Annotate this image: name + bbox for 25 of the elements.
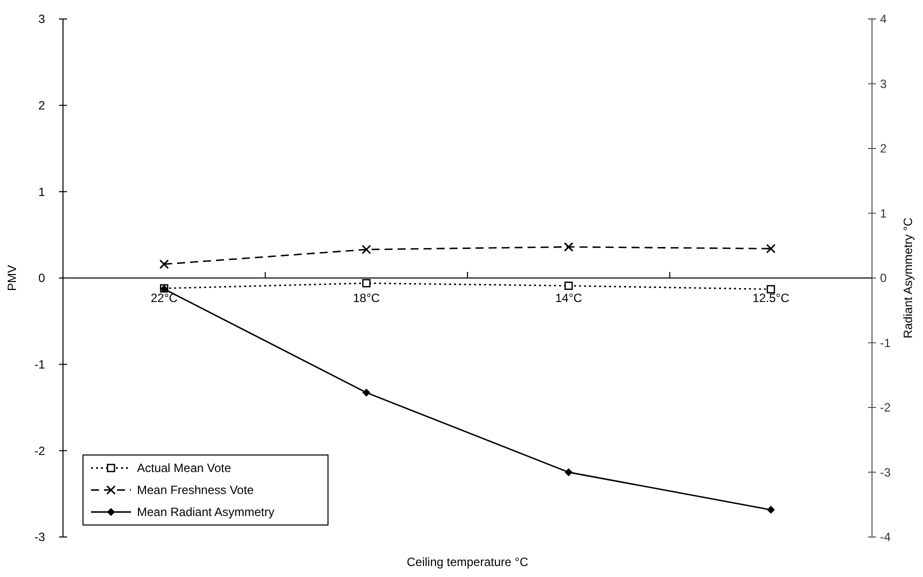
y2-tick-label: 3 — [880, 76, 887, 91]
y2-tick-label: -4 — [880, 530, 891, 544]
y2-tick-label: 0 — [880, 271, 887, 286]
y-tick-label: -1 — [34, 358, 46, 372]
y-axis-title: PMV — [5, 264, 19, 292]
y2-tick-label: -2 — [880, 400, 891, 415]
x-tick-label: 14°C — [555, 291, 582, 305]
x-tick-label: 18°C — [352, 291, 380, 305]
y2-tick-label: 4 — [880, 12, 887, 26]
y2-tick-label: 2 — [880, 142, 887, 156]
x-tick-label: 12.5°C — [752, 291, 790, 305]
y-tick-label: 1 — [38, 184, 46, 199]
y-tick-label: 2 — [38, 98, 46, 113]
y2-tick-label: 1 — [880, 206, 887, 220]
y-tick-label: 0 — [38, 271, 46, 286]
y-tick-label: -2 — [34, 444, 46, 458]
legend-label: Mean Radiant Asymmetry — [137, 505, 274, 520]
y-tick-label: 3 — [38, 12, 46, 26]
legend-label: Mean Freshness Vote — [137, 483, 254, 498]
y2-tick-label: -3 — [880, 465, 891, 480]
y2-tick-label: -1 — [880, 336, 891, 350]
y2-axis-title: Radiant Asymmetry °C — [901, 217, 915, 338]
y-tick-label: -3 — [34, 530, 46, 544]
legend-label: Actual Mean Vote — [137, 461, 232, 476]
x-axis-title: Ceiling temperature °C — [406, 555, 529, 569]
